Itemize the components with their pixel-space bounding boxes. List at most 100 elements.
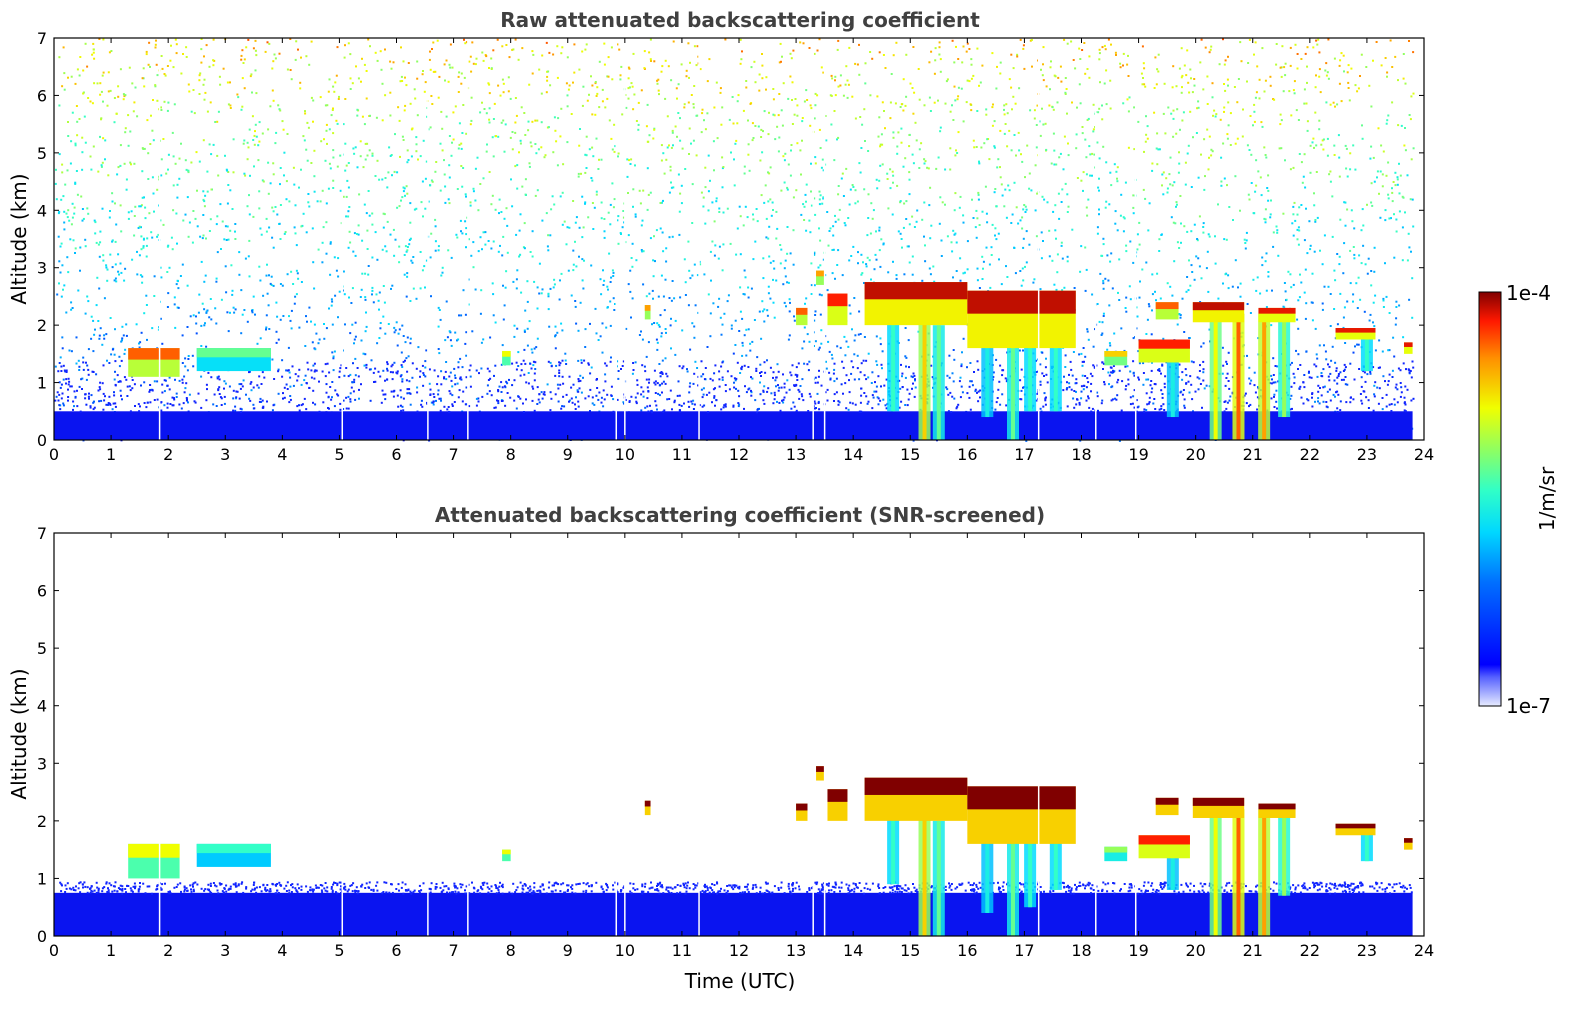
noise-pixel bbox=[360, 80, 362, 83]
noise-pixel bbox=[251, 309, 253, 312]
noise-pixel bbox=[1155, 299, 1157, 302]
noise-pixel bbox=[148, 212, 151, 215]
noise-pixel bbox=[55, 168, 57, 171]
bl-pixel bbox=[726, 370, 729, 373]
noise-pixel bbox=[895, 41, 898, 44]
noise-pixel bbox=[1326, 390, 1329, 393]
noise-pixel bbox=[854, 62, 857, 65]
noise-pixel bbox=[248, 397, 251, 400]
noise-pixel bbox=[86, 295, 89, 298]
noise-pixel bbox=[152, 139, 155, 142]
noise-pixel bbox=[901, 246, 903, 249]
noise-pixel bbox=[535, 152, 538, 155]
noise-pixel bbox=[869, 232, 872, 235]
noise-pixel bbox=[1058, 217, 1061, 220]
noise-pixel bbox=[393, 170, 396, 173]
noise-pixel bbox=[1322, 400, 1325, 403]
noise-pixel bbox=[1046, 201, 1049, 204]
noise-pixel bbox=[1373, 246, 1376, 249]
noise-pixel bbox=[641, 219, 644, 222]
noise-pixel bbox=[724, 38, 727, 41]
noise-pixel bbox=[1386, 75, 1388, 78]
noise-pixel bbox=[170, 236, 173, 239]
noise-pixel bbox=[609, 324, 612, 327]
noise-pixel bbox=[704, 166, 707, 169]
noise-pixel bbox=[954, 192, 957, 195]
noise-pixel bbox=[866, 402, 869, 405]
noise-pixel bbox=[437, 306, 440, 309]
noise-pixel bbox=[1272, 245, 1275, 248]
noise-pixel bbox=[299, 81, 302, 84]
noise-pixel bbox=[1107, 371, 1110, 374]
noise-pixel bbox=[1208, 235, 1211, 238]
noise-pixel bbox=[664, 357, 667, 360]
noise-pixel bbox=[1293, 376, 1296, 379]
boundary-layer-edge bbox=[54, 359, 1415, 414]
noise-pixel bbox=[58, 260, 61, 263]
noise-pixel bbox=[588, 93, 590, 96]
noise-pixel bbox=[448, 202, 451, 205]
noise-pixel bbox=[285, 369, 288, 372]
noise-pixel bbox=[1172, 109, 1175, 112]
noise-pixel bbox=[933, 280, 936, 283]
noise-pixel bbox=[111, 266, 114, 269]
noise-pixel bbox=[212, 59, 215, 62]
noise-pixel bbox=[609, 300, 612, 303]
noise-pixel bbox=[591, 84, 594, 87]
noise-pixel bbox=[837, 39, 840, 42]
noise-pixel bbox=[880, 385, 882, 388]
noise-pixel bbox=[1223, 238, 1226, 241]
raw-backscatter-panel: Raw attenuated backscattering coefficien… bbox=[7, 8, 1434, 464]
noise-pixel bbox=[1116, 229, 1119, 232]
noise-pixel bbox=[1316, 216, 1319, 219]
noise-pixel bbox=[232, 171, 235, 174]
noise-pixel bbox=[462, 167, 465, 169]
noise-pixel bbox=[1297, 226, 1300, 229]
noise-pixel bbox=[274, 142, 277, 145]
noise-pixel bbox=[540, 292, 543, 295]
noise-pixel bbox=[67, 209, 70, 212]
noise-pixel bbox=[1328, 173, 1331, 176]
noise-pixel bbox=[752, 258, 755, 261]
noise-pixel bbox=[404, 194, 406, 197]
noise-pixel bbox=[93, 57, 96, 60]
noise-pixel bbox=[694, 304, 697, 307]
noise-pixel bbox=[514, 121, 517, 124]
noise-pixel bbox=[229, 104, 232, 107]
noise-pixel bbox=[471, 41, 474, 44]
noise-pixel bbox=[526, 300, 529, 303]
noise-pixel bbox=[458, 122, 461, 125]
noise-pixel bbox=[556, 45, 559, 48]
noise-pixel bbox=[1179, 128, 1181, 131]
noise-pixel bbox=[750, 391, 753, 394]
noise-pixel bbox=[425, 349, 428, 352]
noise-pixel bbox=[185, 399, 188, 402]
noise-pixel bbox=[202, 139, 205, 142]
noise-pixel bbox=[749, 349, 752, 352]
noise-pixel bbox=[125, 334, 128, 337]
noise-pixel bbox=[1333, 154, 1336, 156]
noise-pixel bbox=[1022, 47, 1025, 50]
noise-pixel bbox=[802, 42, 805, 45]
noise-pixel bbox=[1385, 174, 1388, 177]
noise-pixel bbox=[836, 264, 839, 266]
noise-pixel bbox=[1202, 371, 1205, 374]
noise-pixel bbox=[1332, 101, 1335, 104]
noise-pixel bbox=[887, 207, 890, 210]
noise-pixel bbox=[143, 381, 146, 384]
bl-pixel bbox=[461, 400, 464, 403]
noise-pixel bbox=[313, 323, 316, 326]
noise-pixel bbox=[1352, 293, 1355, 296]
noise-pixel bbox=[1196, 239, 1199, 242]
noise-pixel bbox=[160, 55, 163, 57]
noise-pixel bbox=[266, 41, 269, 44]
noise-pixel bbox=[737, 94, 740, 97]
noise-pixel bbox=[653, 128, 656, 131]
noise-pixel bbox=[186, 369, 189, 372]
noise-pixel bbox=[691, 274, 694, 277]
noise-pixel bbox=[1055, 163, 1058, 166]
noise-pixel bbox=[1019, 38, 1022, 41]
noise-pixel bbox=[946, 374, 949, 377]
noise-pixel bbox=[1138, 243, 1141, 246]
